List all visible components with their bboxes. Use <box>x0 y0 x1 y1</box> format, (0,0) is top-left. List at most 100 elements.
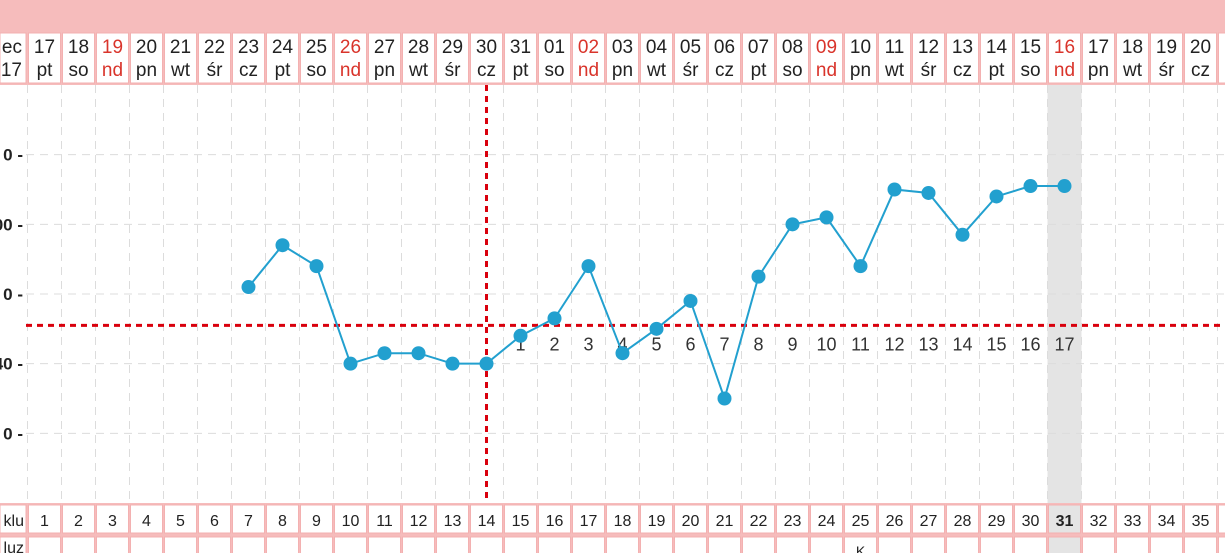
second-row-cell <box>470 536 503 553</box>
date-cell <box>742 32 775 84</box>
second-row-cell <box>1150 536 1183 553</box>
date-weekday-label: nd <box>578 60 599 81</box>
date-cell <box>1184 32 1217 84</box>
cycle-day-label: 24 <box>818 513 836 530</box>
luteal-day-label: 11 <box>851 334 870 354</box>
date-weekday-label: wt <box>408 60 429 81</box>
cycle-day-label: 4 <box>142 513 151 530</box>
temperature-point[interactable] <box>649 321 664 336</box>
temperature-point[interactable] <box>411 346 426 361</box>
date-day-label: 17 <box>34 37 55 58</box>
second-row-cell <box>980 536 1013 553</box>
temperature-point[interactable] <box>785 217 800 232</box>
cycle-day-label: 13 <box>444 513 462 530</box>
date-weekday-label: pt <box>989 60 1006 81</box>
luteal-day-label: 2 <box>549 334 559 354</box>
second-row-cell <box>232 536 265 553</box>
second-row-cell <box>164 536 197 553</box>
second-row-cell <box>504 536 537 553</box>
cycle-day-label: 12 <box>410 513 428 530</box>
temperature-point[interactable] <box>1023 179 1038 194</box>
date-weekday-label: pt <box>513 60 530 81</box>
second-row-cell <box>28 536 61 553</box>
temperature-point[interactable] <box>955 227 970 242</box>
temperature-point[interactable] <box>581 259 596 274</box>
second-row-cell <box>708 536 741 553</box>
date-cell <box>606 32 639 84</box>
temperature-point[interactable] <box>275 238 290 253</box>
temperature-point[interactable] <box>343 356 358 371</box>
date-cell-partial <box>1218 32 1225 84</box>
date-day-label: 06 <box>714 37 735 58</box>
date-day-label: 13 <box>952 37 973 58</box>
cycle-day-cell-partial <box>1218 504 1225 534</box>
temperature-point[interactable] <box>309 259 324 274</box>
temperature-point[interactable] <box>989 189 1004 204</box>
cycle-day-label: 9 <box>312 513 321 530</box>
temperature-point[interactable] <box>547 311 562 326</box>
date-day-label: 01 <box>544 37 565 58</box>
cycle-day-cell <box>300 504 333 534</box>
second-row-label-cell <box>0 536 27 553</box>
temperature-point[interactable] <box>445 356 460 371</box>
temperature-point[interactable] <box>377 346 392 361</box>
cycle-day-cell <box>810 504 843 534</box>
date-weekday-label: śr <box>683 60 700 81</box>
date-cell <box>130 32 163 84</box>
date-cell <box>1014 32 1047 84</box>
luteal-day-label: 7 <box>719 334 729 354</box>
temperature-point[interactable] <box>751 269 766 284</box>
cycle-day-label: 29 <box>988 513 1006 530</box>
date-weekday-label: wt <box>646 60 667 81</box>
date-day-label: 03 <box>612 37 633 58</box>
y-tick-label: 40 - <box>0 355 23 374</box>
y-tick-label: 0 - <box>3 424 23 443</box>
date-weekday-label: cz <box>477 60 496 81</box>
date-day-label: 17 <box>1088 37 1109 58</box>
date-weekday-label: wt <box>1122 60 1143 81</box>
temperature-point[interactable] <box>819 210 834 225</box>
temperature-point[interactable] <box>241 280 256 295</box>
date-day-label: 26 <box>340 37 361 58</box>
cycle-day-label: 17 <box>580 513 598 530</box>
temperature-point[interactable] <box>479 356 494 371</box>
second-row-cell <box>96 536 129 553</box>
date-day-label: 25 <box>306 37 327 58</box>
date-cell <box>62 32 95 84</box>
date-weekday-label: cz <box>1191 60 1210 81</box>
second-row-cell <box>62 536 95 553</box>
temperature-point[interactable] <box>683 293 698 308</box>
date-cell <box>1116 32 1149 84</box>
date-cell <box>164 32 197 84</box>
cycle-day-cell <box>708 504 741 534</box>
date-weekday-label: pt <box>751 60 768 81</box>
cycle-day-cell <box>538 504 571 534</box>
date-day-label: 11 <box>885 37 905 58</box>
temperature-point[interactable] <box>887 182 902 197</box>
temperature-point[interactable] <box>921 185 936 200</box>
cycle-day-label: 18 <box>614 513 632 530</box>
luteal-day-label: 12 <box>884 334 904 354</box>
cycle-day-cell <box>368 504 401 534</box>
date-weekday-label: cz <box>953 60 972 81</box>
cycle-day-cell <box>640 504 673 534</box>
temperature-point[interactable] <box>853 259 868 274</box>
temperature-point[interactable] <box>717 391 732 406</box>
date-weekday-label: pn <box>850 60 871 81</box>
cycle-day-cell <box>1116 504 1149 534</box>
second-row-cell <box>878 536 911 553</box>
second-row-cell <box>776 536 809 553</box>
date-cell <box>1082 32 1115 84</box>
cycle-day-cell <box>96 504 129 534</box>
date-cell <box>1048 32 1081 84</box>
temperature-point[interactable] <box>1057 179 1072 194</box>
temperature-point[interactable] <box>513 328 528 343</box>
cycle-day-cell <box>980 504 1013 534</box>
luteal-day-label: 3 <box>583 334 593 354</box>
cycle-day-cell <box>1150 504 1183 534</box>
date-day-label: 20 <box>1190 37 1211 58</box>
cycle-day-label: 34 <box>1158 513 1176 530</box>
cycle-day-cell <box>878 504 911 534</box>
cycle-day-label: 5 <box>176 513 185 530</box>
temperature-point[interactable] <box>615 346 630 361</box>
